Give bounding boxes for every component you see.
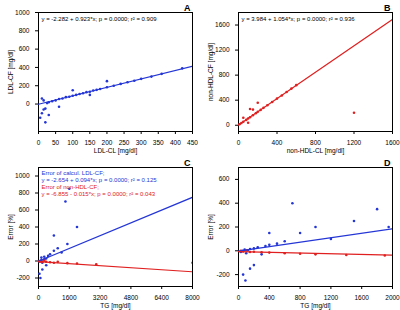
svg-text:A: A — [184, 3, 191, 13]
svg-text:0: 0 — [237, 139, 241, 146]
svg-text:0: 0 — [26, 100, 30, 107]
svg-text:600: 600 — [19, 45, 30, 52]
svg-text:LDL-CF [mg/dl]: LDL-CF [mg/dl] — [7, 50, 15, 94]
svg-text:y = 3.984 + 1.054*x; p = 0.000: y = 3.984 + 1.054*x; p = 0.0000; r² = 0.… — [242, 16, 356, 22]
svg-text:0: 0 — [237, 294, 241, 301]
svg-text:Error [%]: Error [%] — [7, 214, 15, 240]
svg-text:Error of calcul. LDL-CF;: Error of calcul. LDL-CF; — [42, 170, 105, 176]
svg-text:800: 800 — [19, 189, 30, 196]
svg-text:200: 200 — [219, 223, 230, 230]
svg-text:1000: 1000 — [15, 9, 30, 16]
svg-text:0: 0 — [37, 294, 41, 301]
svg-text:0: 0 — [226, 121, 230, 128]
svg-text:600: 600 — [219, 175, 230, 182]
svg-text:1600: 1600 — [62, 294, 77, 301]
svg-text:0: 0 — [226, 247, 230, 254]
svg-text:Error of non-HDL-CF;: Error of non-HDL-CF; — [42, 184, 100, 190]
svg-text:0: 0 — [26, 257, 30, 264]
svg-text:1600: 1600 — [354, 294, 369, 301]
svg-text:y = -2.282 + 0.923*x; p = 0.00: y = -2.282 + 0.923*x; p = 0.0000; r² = 0… — [42, 16, 158, 22]
svg-text:200: 200 — [19, 240, 30, 247]
svg-text:y = -2.654 + 0.094*x; p = 0.00: y = -2.654 + 0.094*x; p = 0.0000; r² = 0… — [42, 177, 158, 183]
svg-text:400: 400 — [264, 294, 275, 301]
svg-text:non-HDL-CL [mg/dl]: non-HDL-CL [mg/dl] — [287, 147, 345, 155]
svg-text:3200: 3200 — [93, 294, 108, 301]
svg-text:150: 150 — [84, 139, 95, 146]
svg-text:-200: -200 — [16, 274, 29, 281]
svg-text:800: 800 — [295, 294, 306, 301]
svg-text:250: 250 — [119, 139, 130, 146]
svg-text:y = -6.855 - 0.015*x; p = 0.00: y = -6.855 - 0.015*x; p = 0.0000; r² = 0… — [42, 191, 156, 197]
svg-text:100: 100 — [67, 139, 78, 146]
svg-text:1000: 1000 — [15, 172, 30, 179]
svg-text:350: 350 — [153, 139, 164, 146]
svg-text:400: 400 — [19, 223, 30, 230]
svg-text:1200: 1200 — [347, 139, 362, 146]
svg-text:TG [mg/dl]: TG [mg/dl] — [100, 302, 131, 310]
svg-text:4800: 4800 — [124, 294, 139, 301]
svg-text:400: 400 — [219, 96, 230, 103]
svg-text:C: C — [184, 158, 191, 168]
svg-text:450: 450 — [187, 139, 198, 146]
svg-text:1600: 1600 — [215, 21, 230, 28]
svg-text:B: B — [384, 3, 391, 13]
svg-text:LDL-CL [mg/dl]: LDL-CL [mg/dl] — [94, 147, 138, 155]
svg-text:6400: 6400 — [154, 294, 169, 301]
svg-text:200: 200 — [19, 82, 30, 89]
svg-text:800: 800 — [219, 71, 230, 78]
svg-text:400: 400 — [219, 199, 230, 206]
svg-text:non-HDL-CF [mg/dl]: non-HDL-CF [mg/dl] — [207, 43, 215, 101]
svg-text:2000: 2000 — [385, 294, 400, 301]
svg-text:1600: 1600 — [385, 139, 400, 146]
svg-text:600: 600 — [19, 206, 30, 213]
svg-text:400: 400 — [170, 139, 181, 146]
svg-text:800: 800 — [310, 139, 321, 146]
svg-text:Error [%]: Error [%] — [207, 214, 215, 240]
svg-text:1200: 1200 — [324, 294, 339, 301]
svg-text:300: 300 — [136, 139, 147, 146]
svg-text:400: 400 — [19, 64, 30, 71]
svg-text:1200: 1200 — [215, 46, 230, 53]
svg-text:400: 400 — [272, 139, 283, 146]
svg-text:0: 0 — [37, 139, 41, 146]
svg-text:8000: 8000 — [185, 294, 200, 301]
svg-text:800: 800 — [19, 27, 30, 34]
svg-text:D: D — [384, 158, 391, 168]
svg-text:50: 50 — [52, 139, 60, 146]
svg-text:-200: -200 — [216, 271, 229, 278]
svg-text:200: 200 — [102, 139, 113, 146]
svg-text:TG [mg/dl]: TG [mg/dl] — [300, 302, 331, 310]
